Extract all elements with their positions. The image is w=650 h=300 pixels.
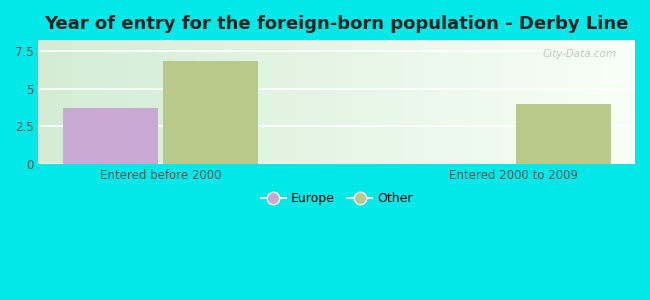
Text: City-Data.com: City-Data.com xyxy=(543,49,617,59)
Legend: Europe, Other: Europe, Other xyxy=(256,187,418,210)
Bar xyxy=(163,61,258,164)
Bar xyxy=(515,104,610,164)
Title: Year of entry for the foreign-born population - Derby Line: Year of entry for the foreign-born popul… xyxy=(45,15,629,33)
Bar xyxy=(63,108,158,164)
